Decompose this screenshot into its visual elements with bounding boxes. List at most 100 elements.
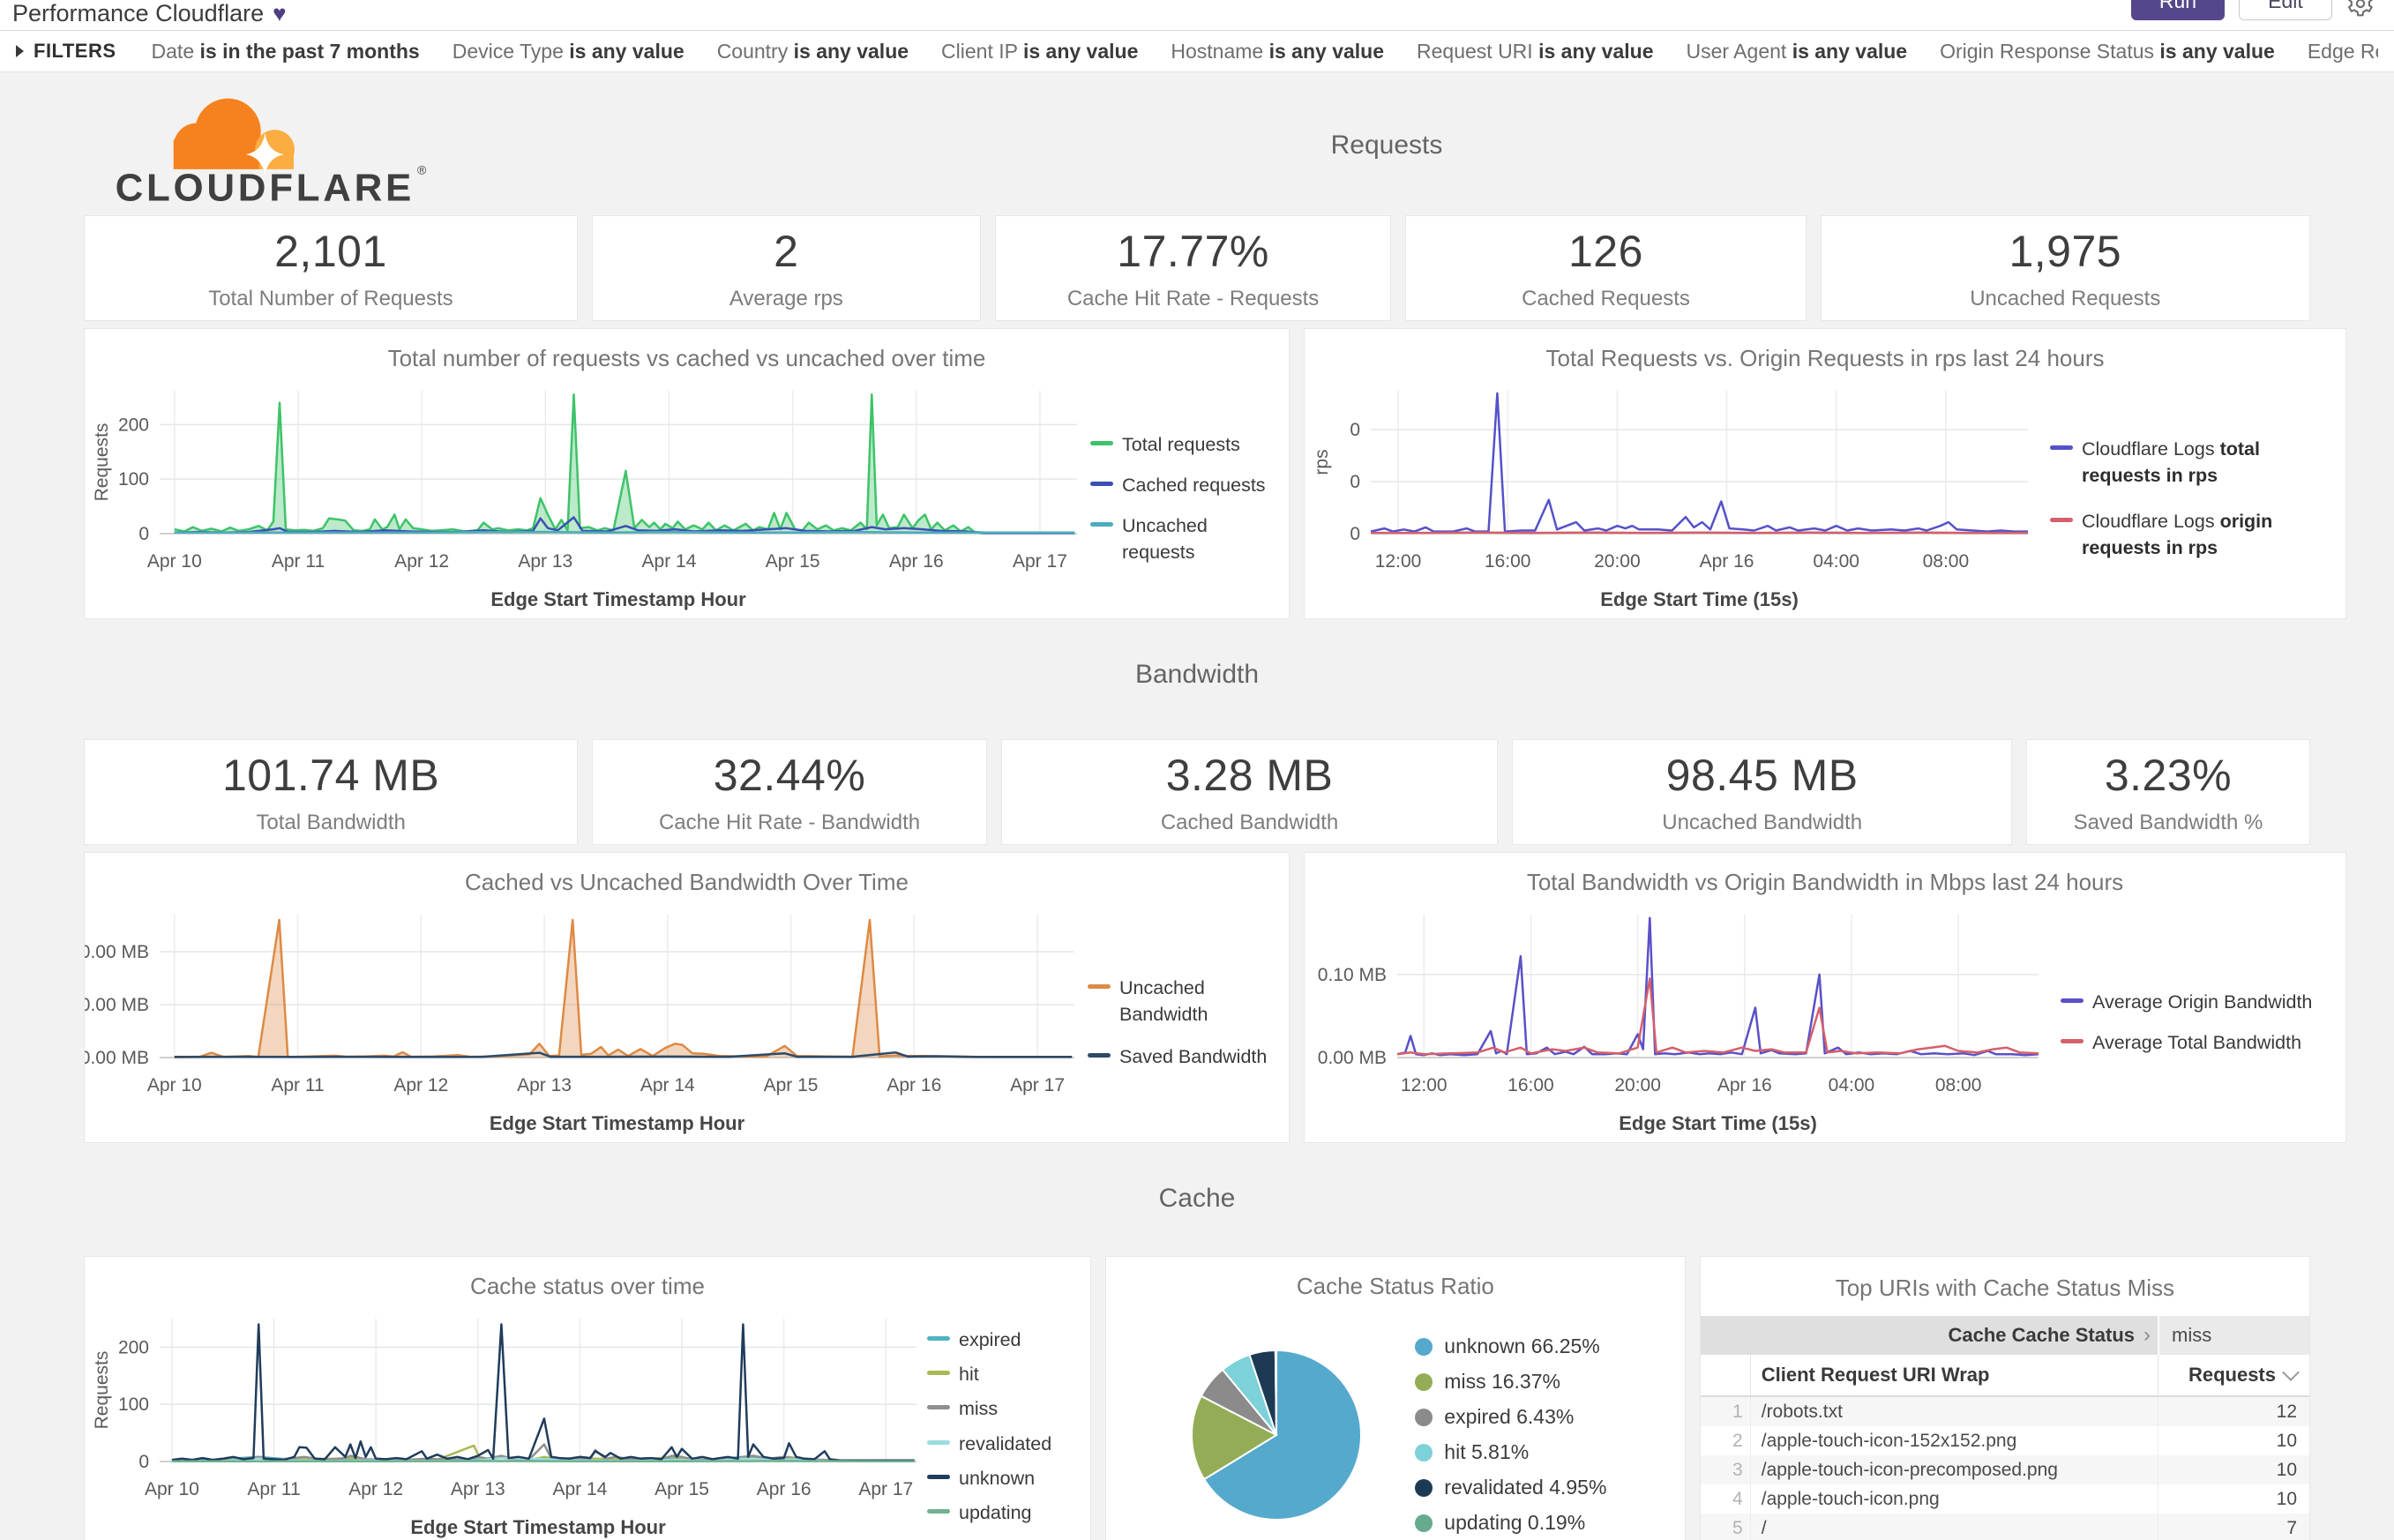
row-uri[interactable]: /apple-touch-icon-precomposed.png bbox=[1749, 1455, 2158, 1484]
kpi-row-bandwidth: 101.74 MB Total Bandwidth 32.44% Cache Hit … bbox=[84, 739, 2310, 845]
legend-swatch-icon bbox=[2050, 445, 2073, 450]
kpi-bandwidth-cached-bandwidth: 3.28 MB Cached Bandwidth bbox=[1000, 739, 1499, 845]
legend-item-total-requests[interactable]: Total requests bbox=[1090, 431, 1285, 458]
section-title-requests: Requests bbox=[1330, 131, 1443, 160]
chart-plot-area[interactable]: Apr 10 Apr 11 Apr 12 Apr 13 Apr 14 Apr 15 Apr … bbox=[85, 1306, 927, 1540]
table-row[interactable]: 1/robots.txt 12 bbox=[1700, 1397, 2309, 1426]
legend-item-revalidated[interactable]: revalidated 4.95% bbox=[1415, 1476, 1606, 1499]
svg-text:Requests: Requests bbox=[92, 423, 112, 502]
svg-text:16:00: 16:00 bbox=[1507, 1075, 1554, 1095]
legend-item-cloudflare-logs-origin[interactable]: Cloudflare Logs origin requests in rps bbox=[2050, 508, 2342, 561]
filter-item-hostname[interactable]: Hostname is any value bbox=[1171, 39, 1385, 63]
pivot-label: Cache Cache Status bbox=[1948, 1324, 2135, 1346]
legend-item-hit[interactable]: hit 5.81% bbox=[1415, 1440, 1606, 1464]
legend-item-updating[interactable]: updating bbox=[927, 1499, 1087, 1526]
chart-plot-area[interactable]: Apr 10 Apr 11 Apr 12 Apr 13 Apr 14 Apr 15 Apr … bbox=[85, 378, 1090, 618]
chart-title: Cache Status Ratio bbox=[1296, 1273, 1494, 1299]
table-row[interactable]: 3/apple-touch-icon-precomposed.png 10 bbox=[1700, 1455, 2309, 1484]
svg-text:Apr 11: Apr 11 bbox=[247, 1479, 300, 1499]
svg-text:Apr 16: Apr 16 bbox=[889, 551, 944, 572]
pie-slice-miss[interactable] bbox=[1191, 1394, 1279, 1481]
filter-item-device-type[interactable]: Device Type is any value bbox=[452, 39, 685, 63]
legend-item-average-origin-bandwidth[interactable]: Average Origin Bandwidth bbox=[2061, 989, 2342, 1015]
table-top-uris-cache-miss: Top URIs with Cache Status Miss Cache Cac… bbox=[1699, 1256, 2310, 1540]
filter-item-client-ip[interactable]: Client IP is any value bbox=[941, 39, 1139, 63]
svg-text:Apr 17: Apr 17 bbox=[1013, 551, 1067, 572]
requests-section-header: CLOUDFLARE ® Requests bbox=[84, 82, 2310, 210]
legend-item-uncached-requests[interactable]: Uncached requests bbox=[1090, 512, 1285, 565]
legend-item-uncached-bandwidth[interactable]: Uncached Bandwidth bbox=[1088, 975, 1285, 1028]
legend-dot-icon bbox=[1415, 1337, 1433, 1356]
gear-icon[interactable] bbox=[2346, 0, 2375, 22]
svg-text:rps: rps bbox=[1312, 449, 1332, 475]
table-row[interactable]: 5 /7 bbox=[1700, 1514, 2309, 1540]
svg-text:Apr 16: Apr 16 bbox=[1717, 1075, 1772, 1095]
svg-text:04:00: 04:00 bbox=[1813, 551, 1859, 572]
legend-item-expired[interactable]: expired bbox=[927, 1327, 1087, 1353]
kpi-requests-average-rps: 2 Average rps bbox=[591, 215, 981, 321]
kpi-value: 32.44% bbox=[713, 750, 866, 800]
legend-item-average-total-bandwidth[interactable]: Average Total Bandwidth bbox=[2061, 1029, 2342, 1056]
filter-item-user-agent[interactable]: User Agent is any value bbox=[1686, 39, 1908, 63]
chevron-right-icon[interactable]: › bbox=[2143, 1323, 2151, 1347]
svg-text:0: 0 bbox=[1350, 420, 1360, 440]
kpi-value: 98.45 MB bbox=[1665, 750, 1859, 800]
legend-item-updating[interactable]: updating 0.19% bbox=[1415, 1511, 1606, 1535]
row-uri[interactable]: /apple-touch-icon-152x152.png bbox=[1749, 1426, 2158, 1455]
edit-button[interactable]: Edit bbox=[2239, 0, 2332, 20]
chart-cache-status-ratio: Cache Status Ratio unknown 66.25% miss 16.… bbox=[1105, 1256, 1686, 1540]
row-number: 3 bbox=[1732, 1459, 1743, 1480]
filter-item-origin-response-status[interactable]: Origin Response Status is any value bbox=[1940, 39, 2275, 63]
pie-legend: unknown 66.25% miss 16.37% expired 6.43% hi… bbox=[1415, 1334, 1606, 1535]
legend-item-miss[interactable]: miss 16.37% bbox=[1415, 1370, 1606, 1394]
chart-plot-area[interactable]: 12:00 16:00 20:00 Apr 16 04:00 08:00 0 0 0 Edge S… bbox=[1305, 378, 2050, 618]
legend-swatch-icon bbox=[927, 1508, 950, 1514]
chart-title: Cached vs Uncached Bandwidth Over Time bbox=[465, 869, 909, 895]
column-header-requests[interactable]: Requests bbox=[2158, 1355, 2309, 1395]
legend-swatch-icon bbox=[927, 1336, 950, 1342]
legend-item-cached-requests[interactable]: Cached requests bbox=[1090, 472, 1285, 498]
cloudflare-logo: CLOUDFLARE ® bbox=[84, 82, 463, 210]
pie-slice-unknown[interactable] bbox=[1203, 1349, 1363, 1521]
pie-chart[interactable] bbox=[1184, 1342, 1369, 1528]
run-button[interactable]: Run bbox=[2131, 0, 2225, 20]
table-row[interactable]: 4/apple-touch-icon.png 10 bbox=[1701, 1484, 2309, 1514]
table-row[interactable]: 2/apple-touch-icon-152x152.png 10 bbox=[1701, 1426, 2309, 1455]
filter-item-request-uri[interactable]: Request URI is any value bbox=[1417, 39, 1654, 63]
svg-text:Apr 12: Apr 12 bbox=[394, 551, 449, 572]
legend-swatch-icon bbox=[927, 1474, 950, 1479]
kpi-value: 3.23% bbox=[2104, 750, 2233, 800]
legend-item-expired[interactable]: expired 6.43% bbox=[1415, 1405, 1606, 1429]
kpi-bandwidth-cache-hit-rate-bandwidth: 32.44% Cache Hit Rate - Bandwidth bbox=[592, 739, 987, 845]
chart-plot-area[interactable]: 12:00 16:00 20:00 Apr 16 04:00 08:00 0.00 MB 0.… bbox=[1305, 902, 2061, 1142]
row-uri[interactable]: /apple-touch-icon.png bbox=[1749, 1484, 2158, 1514]
column-header-uri[interactable]: Client Request URI Wrap bbox=[1749, 1355, 2158, 1395]
sort-desc-icon bbox=[2282, 1364, 2300, 1381]
svg-text:Apr 11: Apr 11 bbox=[271, 1075, 324, 1095]
kpi-requests-cached-requests: 126 Cached Requests bbox=[1405, 215, 1807, 321]
legend-item-unknown[interactable]: unknown 66.25% bbox=[1415, 1334, 1606, 1358]
pivot-header-row: Cache Cache Status › miss bbox=[1700, 1316, 2309, 1355]
section-title-bandwidth: Bandwidth bbox=[1134, 660, 1260, 689]
legend-item-miss[interactable]: miss bbox=[927, 1395, 1087, 1422]
filters-toggle[interactable]: FILTERS bbox=[16, 40, 116, 63]
legend-item-revalidated[interactable]: revalidated bbox=[927, 1431, 1087, 1457]
svg-text:Apr 16: Apr 16 bbox=[887, 1075, 941, 1095]
kpi-label: Uncached Requests bbox=[1970, 286, 2161, 310]
chart-plot-area[interactable]: Apr 10 Apr 11 Apr 12 Apr 13 Apr 14 Apr 15 Apr … bbox=[85, 902, 1088, 1142]
legend-item-saved-bandwidth[interactable]: Saved Bandwidth bbox=[1088, 1043, 1285, 1070]
row-uri[interactable]: /robots.txt bbox=[1749, 1397, 2158, 1426]
legend-item-unknown[interactable]: unknown bbox=[927, 1465, 1087, 1491]
filter-item-edge-response-status[interactable]: Edge Response Status is any value bbox=[2307, 39, 2378, 63]
cloudflare-wordmark: CLOUDFLARE bbox=[116, 166, 415, 206]
row-uri[interactable]: / bbox=[1749, 1514, 2158, 1540]
filter-item-date[interactable]: Date is in the past 7 months bbox=[151, 39, 420, 63]
legend-item-cloudflare-logs-total[interactable]: Cloudflare Logs total requests in rps bbox=[2050, 436, 2342, 489]
legend-item-hit[interactable]: hit bbox=[927, 1361, 1087, 1387]
kpi-value: 3.28 MB bbox=[1165, 750, 1334, 800]
filter-bar: FILTERS Date is in the past 7 months Devi… bbox=[0, 31, 2394, 72]
svg-text:Apr 15: Apr 15 bbox=[764, 1075, 819, 1095]
kpi-label: Uncached Bandwidth bbox=[1662, 810, 1863, 834]
filter-item-country[interactable]: Country is any value bbox=[716, 39, 909, 63]
